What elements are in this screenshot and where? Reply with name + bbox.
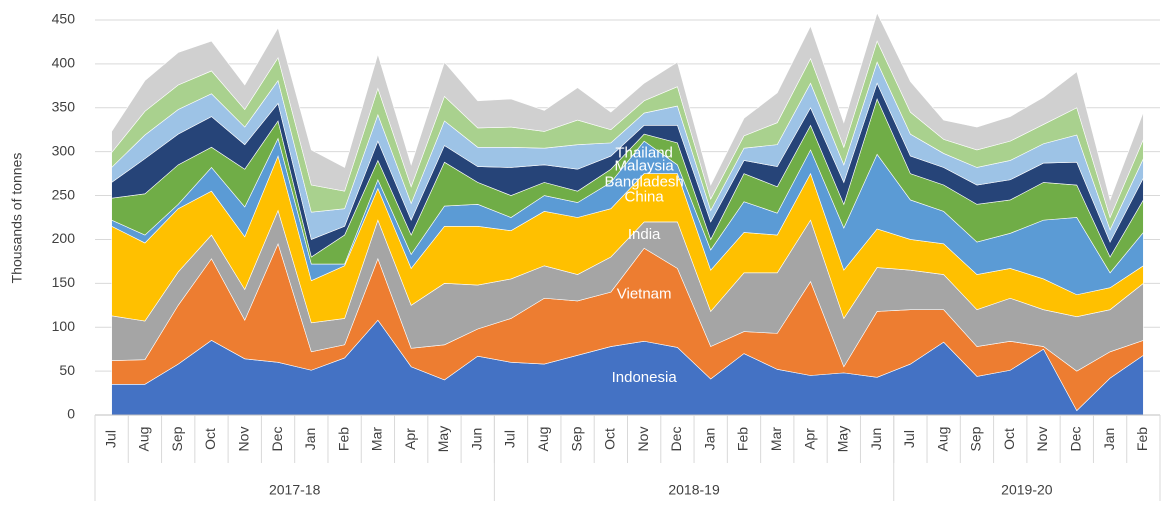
x-tick-label: Dec <box>269 427 285 452</box>
x-tick-label: Feb <box>735 427 751 451</box>
x-tick-label: Jun <box>468 428 484 451</box>
y-tick-label: 0 <box>67 406 75 422</box>
x-tick-label: Sep <box>568 426 584 451</box>
y-tick-label: 250 <box>52 186 76 202</box>
x-tick-label: Jan <box>701 428 717 451</box>
x-tick-label: Jan <box>1101 428 1117 451</box>
series-label: India <box>628 226 661 243</box>
x-tick-label: Mar <box>768 427 784 451</box>
x-tick-label: Feb <box>1134 427 1150 451</box>
x-tick-label: Mar <box>369 427 385 451</box>
x-tick-label: Aug <box>136 427 152 452</box>
group-label: 2018-19 <box>668 482 720 498</box>
series-label: Indonesia <box>612 369 678 386</box>
x-tick-label: Apr <box>801 428 817 450</box>
x-tick-label: Aug <box>535 427 551 452</box>
y-tick-label: 400 <box>52 55 76 71</box>
group-label: 2017-18 <box>269 482 321 498</box>
x-tick-label: Jan <box>302 428 318 451</box>
series-label: China <box>625 189 665 206</box>
x-tick-label: Jul <box>901 430 917 448</box>
y-tick-label: 100 <box>52 318 76 334</box>
y-tick-label: 150 <box>52 274 76 290</box>
series-label: Vietnam <box>617 286 672 303</box>
x-tick-label: Aug <box>934 427 950 452</box>
x-tick-label: Oct <box>1001 428 1017 450</box>
y-tick-label: 450 <box>52 11 76 27</box>
x-tick-label: Apr <box>402 428 418 450</box>
x-tick-label: Jul <box>502 430 518 448</box>
y-axis-label: Thousands of tonnes <box>9 153 25 284</box>
x-tick-label: Nov <box>635 427 651 452</box>
x-tick-label: Jun <box>868 428 884 451</box>
group-label: 2019-20 <box>1001 482 1053 498</box>
x-tick-label: Jul <box>102 430 118 448</box>
x-tick-label: Sep <box>169 426 185 451</box>
y-tick-label: 50 <box>59 362 75 378</box>
y-tick-label: 350 <box>52 98 76 114</box>
series-label: Malaysia <box>615 158 675 175</box>
series-label: Bangladesh <box>605 173 684 190</box>
x-tick-label: Oct <box>202 428 218 450</box>
x-tick-label: May <box>435 426 451 452</box>
x-tick-label: May <box>835 426 851 452</box>
x-tick-label: Oct <box>602 428 618 450</box>
x-tick-label: Dec <box>668 427 684 452</box>
x-tick-label: Nov <box>235 427 251 452</box>
x-tick-label: Sep <box>968 426 984 451</box>
area <box>111 12 1144 219</box>
x-tick-label: Nov <box>1034 427 1050 452</box>
x-tick-label: Dec <box>1068 427 1084 452</box>
series-label: Thailand <box>615 144 673 161</box>
y-tick-label: 200 <box>52 230 76 246</box>
y-tick-label: 300 <box>52 142 76 158</box>
x-tick-label: Feb <box>335 427 351 451</box>
